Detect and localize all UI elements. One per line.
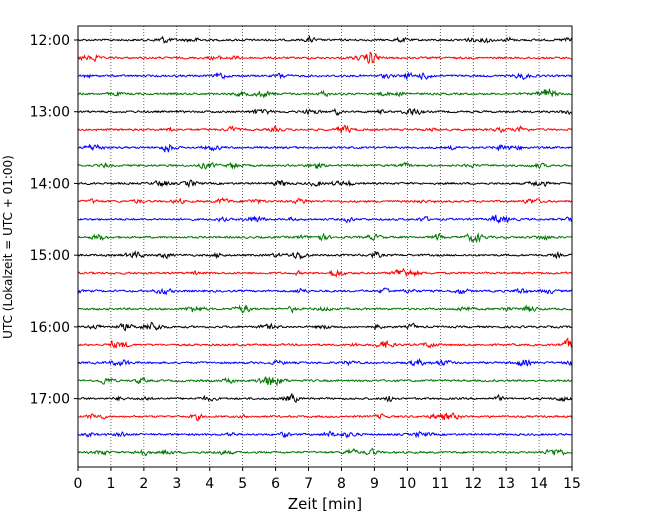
y-axis-label: UTC (Lokalzeit = UTC + 01:00) [1,155,15,339]
trace-1545 [77,304,573,314]
trace-1730 [77,430,573,439]
trace-1630 [77,358,573,367]
trace-1245 [77,88,573,99]
x-tick-label-10: 10 [398,476,416,492]
trace-1445 [77,232,573,244]
x-tick-label-11: 11 [431,476,449,492]
trace-1530 [77,287,573,296]
trace-1400 [77,179,573,189]
trace-1300 [77,107,573,117]
trace-1500 [77,250,573,260]
seismic-traces [77,34,573,457]
x-tick-label-1: 1 [106,476,115,492]
trace-1345 [77,161,573,170]
x-tick-label-7: 7 [304,476,313,492]
x-tick-label-14: 14 [530,476,548,492]
trace-1430 [77,214,573,224]
trace-1515 [77,267,573,278]
y-tick-label-14:00: 14:00 [30,176,70,192]
trace-1415 [77,197,573,205]
x-tick-label-8: 8 [337,476,346,492]
x-tick-label-9: 9 [370,476,379,492]
x-tick-label-12: 12 [464,476,482,492]
trace-1330 [77,143,573,153]
trace-1645 [77,376,573,387]
x-axis-label: Zeit [min] [288,495,362,513]
trace-1600 [77,322,573,332]
x-tick-label-3: 3 [172,476,181,492]
x-axis-ticks: 0 1 2 3 4 5 6 7 8 9 10 11 12 13 14 15 [74,467,581,492]
grid-lines [110,26,540,467]
x-tick-label-5: 5 [238,476,247,492]
y-axis-ticks: 12:00 13:00 14:00 15:00 16:00 17:00 [30,33,78,408]
y-tick-label-13:00: 13:00 [30,105,70,121]
trace-1700 [77,392,573,403]
trace-1615 [77,337,573,350]
y-tick-label-12:00: 12:00 [30,33,70,49]
trace-1230 [77,71,573,81]
y-tick-label-16:00: 16:00 [30,320,70,336]
trace-1715 [77,412,573,422]
trace-1215 [77,51,573,65]
y-tick-label-17:00: 17:00 [30,392,70,408]
plot-frame [77,25,573,468]
x-tick-label-6: 6 [271,476,280,492]
x-tick-label-2: 2 [139,476,148,492]
y-tick-label-15:00: 15:00 [30,248,70,264]
x-tick-label-4: 4 [205,476,214,492]
x-tick-label-0: 0 [74,476,83,492]
x-tick-label-15: 15 [563,476,581,492]
trace-1200 [77,34,573,44]
trace-1315 [77,124,573,134]
x-tick-label-13: 13 [497,476,515,492]
trace-1745 [77,447,573,457]
